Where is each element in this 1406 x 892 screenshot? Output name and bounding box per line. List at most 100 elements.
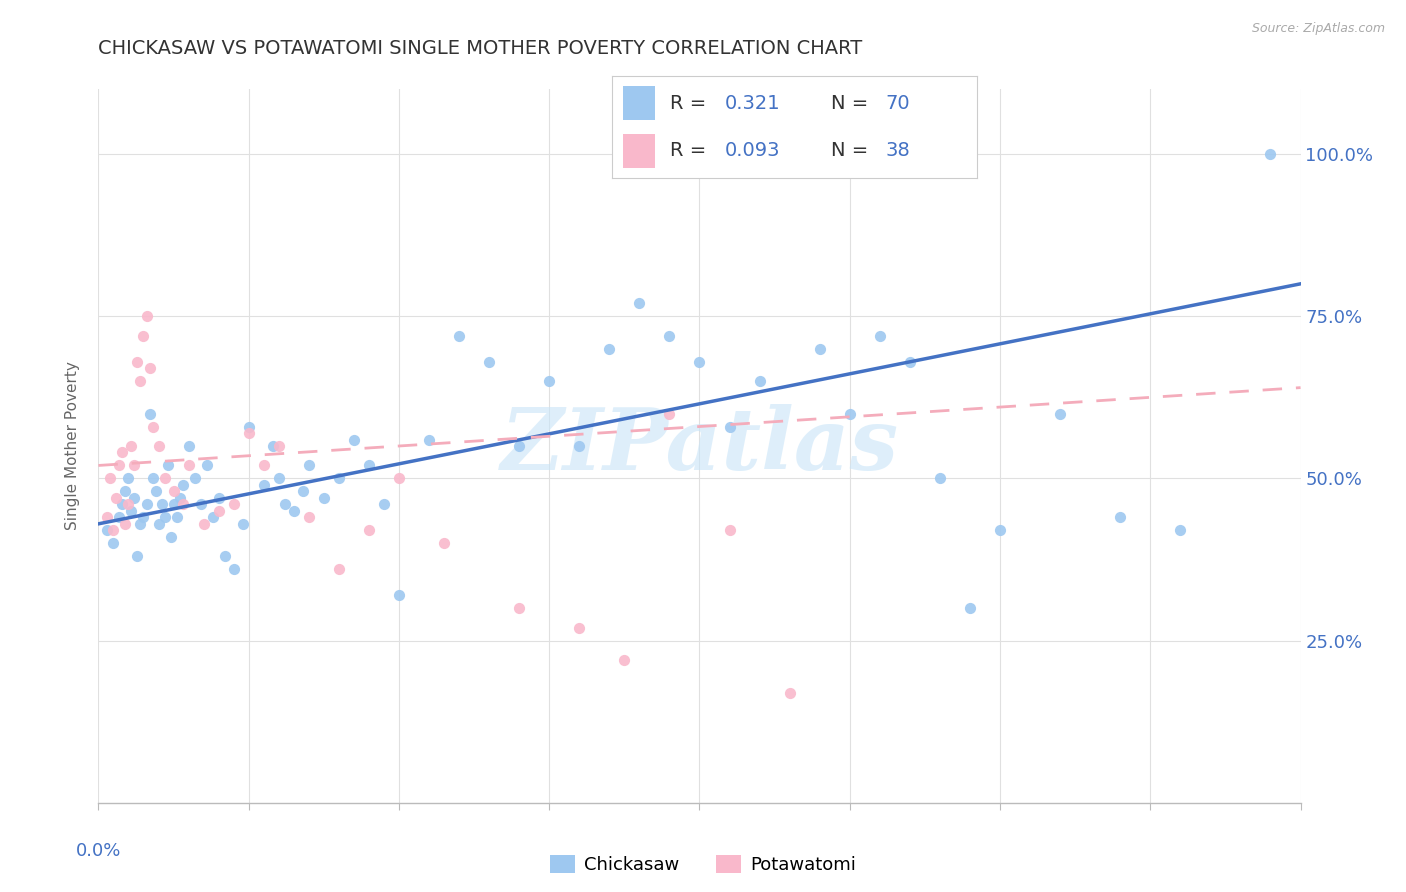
Point — [166, 510, 188, 524]
Point — [156, 458, 179, 473]
Point — [127, 354, 149, 368]
Point — [1260, 147, 1282, 161]
Point — [343, 433, 366, 447]
Point — [177, 458, 200, 473]
Point — [208, 504, 231, 518]
Point — [298, 458, 321, 473]
Point — [433, 536, 456, 550]
Point — [238, 419, 260, 434]
Point — [838, 407, 860, 421]
Point — [132, 328, 155, 343]
Point — [291, 484, 314, 499]
Point — [108, 510, 131, 524]
Point — [628, 296, 651, 310]
Text: 0.093: 0.093 — [725, 141, 780, 161]
Point — [1109, 510, 1132, 524]
Point — [613, 653, 636, 667]
Point — [208, 491, 231, 505]
Point — [568, 439, 591, 453]
Point — [100, 471, 122, 485]
Point — [129, 516, 152, 531]
Point — [718, 419, 741, 434]
Point — [779, 685, 801, 699]
Point — [222, 562, 245, 576]
Point — [214, 549, 236, 564]
Point — [145, 484, 167, 499]
Point — [172, 478, 194, 492]
Text: N =: N = — [831, 141, 875, 161]
Point — [150, 497, 173, 511]
Point — [201, 510, 224, 524]
Text: R =: R = — [671, 94, 713, 113]
Point — [1049, 407, 1071, 421]
Point — [808, 342, 831, 356]
Point — [124, 491, 146, 505]
Point — [388, 588, 411, 602]
Point — [138, 407, 160, 421]
Text: R =: R = — [671, 141, 713, 161]
Point — [357, 458, 380, 473]
Point — [267, 439, 290, 453]
Point — [141, 419, 163, 434]
Point — [1170, 524, 1192, 538]
Point — [357, 524, 380, 538]
Text: CHICKASAW VS POTAWATOMI SINGLE MOTHER POVERTY CORRELATION CHART: CHICKASAW VS POTAWATOMI SINGLE MOTHER PO… — [98, 39, 863, 58]
Point — [127, 549, 149, 564]
Point — [132, 510, 155, 524]
Point — [111, 445, 134, 459]
Point — [111, 497, 134, 511]
Text: 0.321: 0.321 — [725, 94, 780, 113]
Point — [238, 425, 260, 440]
Text: 70: 70 — [886, 94, 911, 113]
Point — [253, 478, 276, 492]
Point — [447, 328, 470, 343]
Point — [598, 342, 620, 356]
Point — [267, 471, 290, 485]
Point — [162, 484, 184, 499]
Point — [718, 524, 741, 538]
Point — [148, 516, 170, 531]
Point — [153, 510, 176, 524]
Text: 38: 38 — [886, 141, 911, 161]
Point — [195, 458, 218, 473]
Point — [172, 497, 194, 511]
Point — [153, 471, 176, 485]
Point — [508, 439, 530, 453]
Point — [312, 491, 335, 505]
Point — [96, 510, 118, 524]
Point — [148, 439, 170, 453]
Point — [114, 484, 136, 499]
Point — [117, 497, 139, 511]
Point — [117, 471, 139, 485]
Point — [169, 491, 191, 505]
Point — [114, 516, 136, 531]
Point — [135, 497, 157, 511]
Point — [121, 439, 143, 453]
Point — [568, 621, 591, 635]
Point — [328, 562, 350, 576]
Point — [689, 354, 711, 368]
Point — [298, 510, 321, 524]
Bar — [623, 87, 655, 120]
Point — [262, 439, 284, 453]
Point — [328, 471, 350, 485]
Legend: Chickasaw, Potawatomi: Chickasaw, Potawatomi — [550, 855, 856, 874]
Text: Source: ZipAtlas.com: Source: ZipAtlas.com — [1251, 22, 1385, 36]
Point — [138, 361, 160, 376]
Text: 0.0%: 0.0% — [76, 842, 121, 860]
Point — [388, 471, 411, 485]
Y-axis label: Single Mother Poverty: Single Mother Poverty — [65, 361, 80, 531]
Point — [658, 407, 681, 421]
Point — [103, 536, 125, 550]
Point — [121, 504, 143, 518]
Point — [658, 328, 681, 343]
Point — [159, 530, 181, 544]
Point — [869, 328, 891, 343]
Point — [135, 310, 157, 324]
Point — [959, 601, 981, 615]
Point — [929, 471, 952, 485]
Point — [177, 439, 200, 453]
Point — [478, 354, 501, 368]
Text: N =: N = — [831, 94, 875, 113]
Point — [162, 497, 184, 511]
